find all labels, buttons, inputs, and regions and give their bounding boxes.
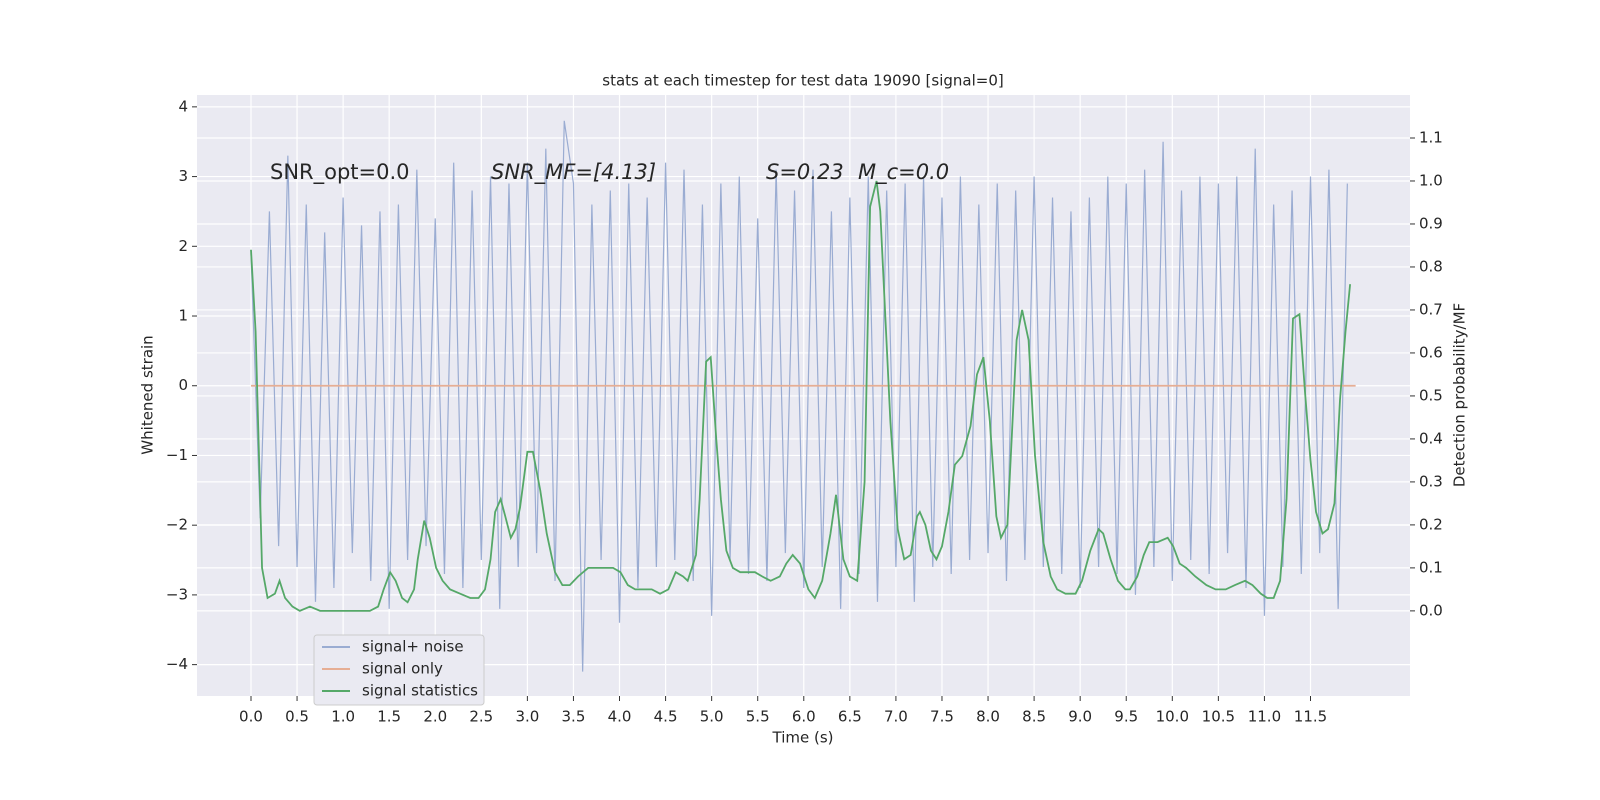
y2-tick-label: 0.6 [1419,343,1443,361]
y2-tick-label: 0.1 [1419,558,1443,576]
x-tick-label: 3.5 [562,708,586,726]
x-tick-label: 2.0 [423,708,447,726]
x-tick-label: 1.5 [377,708,401,726]
y2-tick-label: 0.5 [1419,386,1443,404]
y2-tick-label: 0.8 [1419,257,1443,275]
y2-tick-label: 0.3 [1419,472,1443,490]
legend: signal+ noise signal only signal statistic… [313,634,485,706]
x-tick-label: 7.5 [930,708,954,726]
x-axis-label: Time (s) [772,729,834,747]
legend-box [313,634,485,706]
x-tick-label: 4.0 [608,708,632,726]
x-tick-label: 1.0 [331,708,355,726]
y-tick-label: 0 [178,376,188,394]
x-tick-label: 6.5 [838,708,862,726]
x-tick-label: 7.0 [884,708,908,726]
annotation: SNR_opt=0.0 [270,160,410,185]
y-tick-label: 2 [178,237,188,255]
x-tick-label: 11.5 [1294,708,1327,726]
x-tick-label: 10.0 [1156,708,1189,726]
y-tick-label: 1 [178,307,188,325]
x-tick-label: 11.0 [1248,708,1281,726]
annotation: SNR_MF=[4.13] [491,160,656,185]
chart-title: stats at each timestep for test data 190… [602,72,1003,90]
y-tick-label: −4 [166,655,188,673]
y-tick-label: −1 [166,446,188,464]
annotation: S=0.23 [766,160,844,184]
y2-tick-label: 0.9 [1419,214,1443,232]
legend-label: signal+ noise [362,638,464,656]
y2-axis-label: Detection probability/MF [1451,303,1469,487]
x-tick-label: 6.0 [792,708,816,726]
x-tick-label: 5.5 [746,708,770,726]
y-tick-label: −2 [166,516,188,534]
series-line [250,120,1348,672]
x-tick-label: 8.5 [1022,708,1046,726]
x-tick-label: 10.5 [1202,708,1235,726]
x-tick-label: 9.5 [1114,708,1138,726]
y-tick-label: −3 [166,585,188,603]
legend-label: signal statistics [362,682,478,700]
y2-tick-label: 0.0 [1419,601,1443,619]
x-tick-label: 9.0 [1068,708,1092,726]
y2-tick-label: 1.1 [1419,128,1443,146]
x-tick-label: 5.0 [700,708,724,726]
y-tick-label: 3 [178,167,188,185]
x-tick-label: 0.5 [285,708,309,726]
y2-tick-label: 0.7 [1419,300,1443,318]
series-line [250,180,1352,612]
annotation: M_c=0.0 [858,160,949,185]
y-tick-label: 4 [178,97,188,115]
legend-label: signal only [362,660,443,678]
x-tick-label: 2.5 [469,708,493,726]
x-tick-label: 4.5 [654,708,678,726]
y2-tick-label: 0.2 [1419,515,1443,533]
x-tick-label: 0.0 [239,708,263,726]
x-tick-label: 8.0 [976,708,1000,726]
y2-tick-label: 0.4 [1419,429,1443,447]
y2-tick-label: 1.0 [1419,171,1443,189]
y-axis-label: Whitened strain [139,335,157,454]
x-tick-label: 3.0 [515,708,539,726]
